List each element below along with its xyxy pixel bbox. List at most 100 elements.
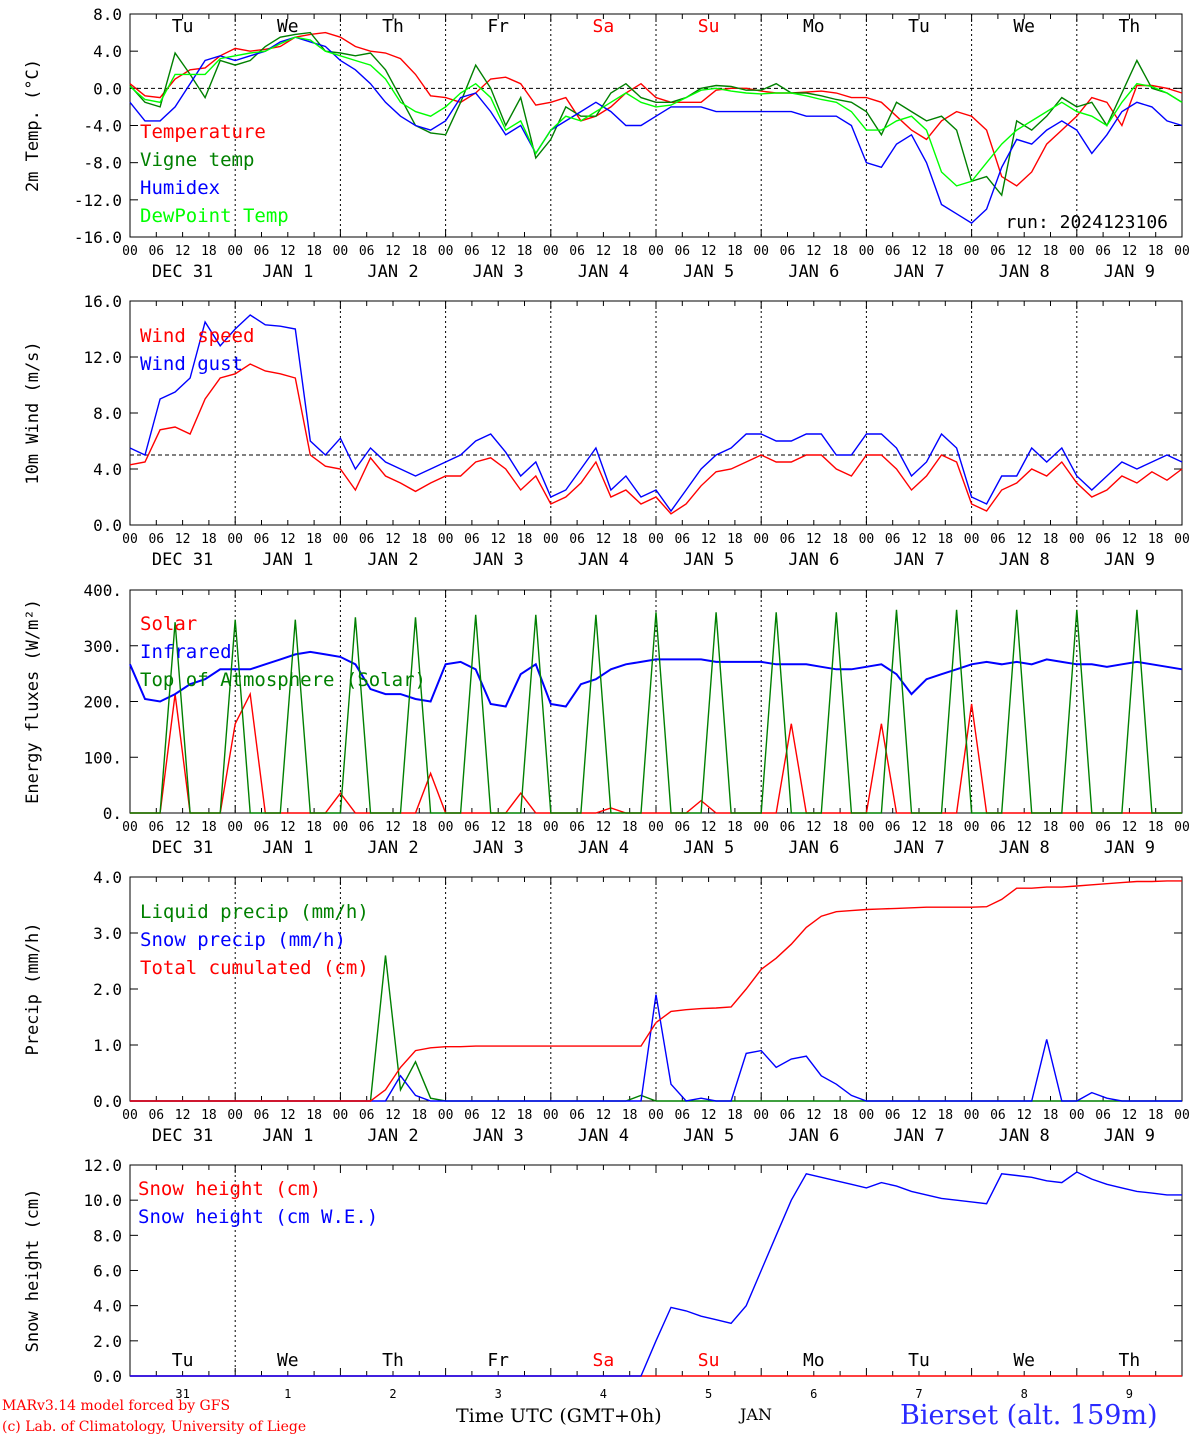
hour-tick-label: 06 xyxy=(569,532,585,547)
hour-tick-label: 06 xyxy=(674,244,690,259)
hour-tick-label: 06 xyxy=(780,532,796,547)
hour-tick-label: 06 xyxy=(885,244,901,259)
y-tick-label: 100. xyxy=(83,748,122,767)
hour-tick-label: 00 xyxy=(122,244,138,259)
date-label: JAN 9 xyxy=(1104,262,1155,282)
hour-tick-label: 12 xyxy=(385,244,401,259)
y-tick-label: 12.0 xyxy=(83,348,122,367)
legend-entry: Solar xyxy=(140,613,197,635)
hour-tick-label: 18 xyxy=(517,244,533,259)
hour-tick-label: 06 xyxy=(464,244,480,259)
date-label: JAN 7 xyxy=(893,1126,944,1146)
hour-tick-label: 18 xyxy=(622,532,638,547)
y-tick-label: 0.0 xyxy=(93,516,122,535)
hour-tick-label: 00 xyxy=(438,1108,454,1123)
hour-tick-label: 00 xyxy=(753,244,769,259)
hour-tick-label: 06 xyxy=(780,820,796,835)
y-axis-label: Snow height (cm) xyxy=(23,1189,43,1353)
hour-tick-label: 06 xyxy=(569,820,585,835)
hour-tick-label: 06 xyxy=(148,1108,164,1123)
weekday-label: Mo xyxy=(803,16,825,37)
hour-tick-label: 12 xyxy=(490,244,506,259)
hour-tick-label: 18 xyxy=(411,820,427,835)
hour-tick-label: 18 xyxy=(1043,1108,1059,1123)
y-tick-label: 4.0 xyxy=(93,42,122,61)
date-label: JAN 2 xyxy=(367,1126,418,1146)
hour-tick-label: 12 xyxy=(490,1108,506,1123)
hour-tick-label: 06 xyxy=(990,532,1006,547)
hour-tick-label: 12 xyxy=(911,244,927,259)
date-label: JAN 4 xyxy=(578,550,629,570)
weekday-label: Fr xyxy=(487,16,509,37)
hour-tick-label: 06 xyxy=(780,1108,796,1123)
hour-tick-label: 18 xyxy=(411,244,427,259)
y-tick-label: 6.0 xyxy=(93,1262,122,1281)
hour-tick-label: 18 xyxy=(517,532,533,547)
hour-tick-label: 00 xyxy=(753,820,769,835)
hour-tick-label: 00 xyxy=(333,532,349,547)
date-label: JAN 2 xyxy=(367,550,418,570)
hour-tick-label: 00 xyxy=(1174,244,1190,259)
legend-entry: Snow precip (mm/h) xyxy=(140,929,346,951)
hour-tick-label: 06 xyxy=(1095,1108,1111,1123)
date-label: DEC 31 xyxy=(152,1126,213,1146)
hour-tick-label: 00 xyxy=(1174,532,1190,547)
hour-tick-label: 00 xyxy=(1174,820,1190,835)
y-axis-label: Energy fluxes (W/m²) xyxy=(23,599,43,804)
hour-tick-label: 12 xyxy=(280,532,296,547)
hour-tick-label: 18 xyxy=(727,1108,743,1123)
y-tick-label: 4.0 xyxy=(93,868,122,887)
y-axis-label: 2m Temp. (°C) xyxy=(23,59,43,192)
hour-tick-label: 12 xyxy=(1122,1108,1138,1123)
y-tick-label: 300. xyxy=(83,637,122,656)
date-label: JAN 3 xyxy=(473,550,524,570)
hour-tick-label: 12 xyxy=(385,532,401,547)
hour-tick-label: 06 xyxy=(780,244,796,259)
hour-tick-label: 12 xyxy=(911,820,927,835)
hour-tick-label: 00 xyxy=(964,244,980,259)
date-label: JAN 2 xyxy=(367,262,418,282)
y-tick-label: -4.0 xyxy=(83,117,122,136)
weekday-label: Th xyxy=(1119,1350,1141,1371)
hour-tick-label: 00 xyxy=(227,532,243,547)
hour-tick-label: 18 xyxy=(306,1108,322,1123)
hour-tick-label: 12 xyxy=(701,1108,717,1123)
date-label: JAN 8 xyxy=(999,550,1050,570)
hour-tick-label: 12 xyxy=(806,820,822,835)
legend-entry: Humidex xyxy=(140,177,220,199)
hour-tick-label: 00 xyxy=(543,532,559,547)
hour-tick-label: 06 xyxy=(254,1108,270,1123)
date-label: JAN 4 xyxy=(578,1126,629,1146)
hour-tick-label: 18 xyxy=(517,1108,533,1123)
legend-entry: Vigne temp xyxy=(140,149,254,171)
hour-tick-label: 06 xyxy=(990,820,1006,835)
day-number-label: 6 xyxy=(810,1387,817,1401)
hour-tick-label: 12 xyxy=(385,820,401,835)
weekday-label: Tu xyxy=(172,1350,194,1371)
hour-tick-label: 00 xyxy=(859,244,875,259)
hour-tick-label: 12 xyxy=(806,532,822,547)
hour-tick-label: 18 xyxy=(411,1108,427,1123)
legend-entry: Liquid precip (mm/h) xyxy=(140,901,369,923)
hour-tick-label: 18 xyxy=(1148,532,1164,547)
hour-tick-label: 06 xyxy=(569,1108,585,1123)
hour-tick-label: 06 xyxy=(359,820,375,835)
day-number-label: 3 xyxy=(495,1387,502,1401)
hour-tick-label: 18 xyxy=(937,532,953,547)
hour-tick-label: 12 xyxy=(701,532,717,547)
hour-tick-label: 18 xyxy=(832,1108,848,1123)
hour-tick-label: 00 xyxy=(438,244,454,259)
series-line xyxy=(130,1172,1182,1376)
date-label: JAN 1 xyxy=(262,838,313,858)
date-label: DEC 31 xyxy=(152,838,213,858)
date-label: JAN 6 xyxy=(788,550,839,570)
hour-tick-label: 18 xyxy=(306,532,322,547)
hour-tick-label: 00 xyxy=(1174,1108,1190,1123)
date-label: JAN 3 xyxy=(473,262,524,282)
hour-tick-label: 12 xyxy=(701,820,717,835)
hour-tick-label: 18 xyxy=(937,244,953,259)
y-tick-label: 2.0 xyxy=(93,980,122,999)
date-label: JAN 5 xyxy=(683,1126,734,1146)
run-label: run: 2024123106 xyxy=(1005,212,1168,233)
x-axis-label: Time UTC (GMT+0h) xyxy=(456,1405,662,1427)
